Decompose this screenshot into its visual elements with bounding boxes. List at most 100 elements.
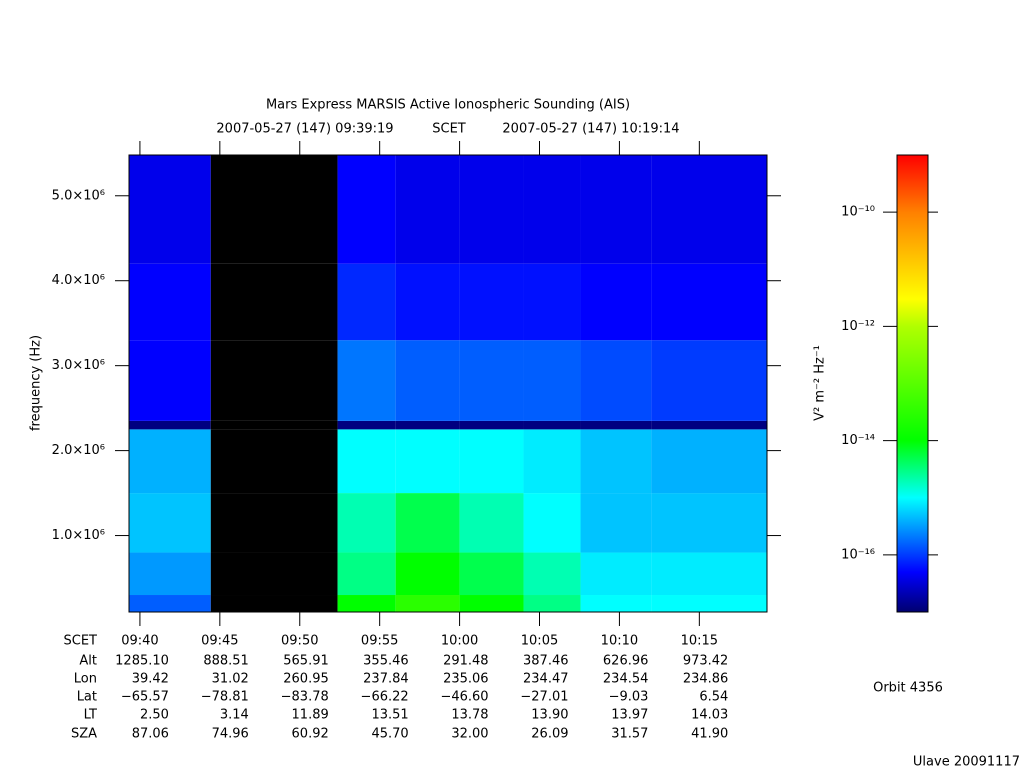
x-tick-label: 10:15 (681, 634, 718, 649)
heatmap-cell (459, 493, 524, 553)
ephemeris-value: 260.95 (283, 672, 329, 687)
x-tick-label: 10:00 (441, 634, 478, 649)
heatmap-cell (523, 552, 581, 596)
heatmap-cell (337, 493, 396, 553)
data-gap (210, 493, 338, 553)
data-gap (210, 552, 338, 596)
colorbar-tick-label: 10⁻¹⁴ (841, 433, 875, 448)
ephemeris-value: 13.51 (371, 708, 408, 723)
ephemeris-label: Lat (77, 690, 97, 705)
x-tick-label: 09:45 (201, 634, 238, 649)
ephemeris-value: 31.02 (212, 672, 249, 687)
heatmap-cell (459, 552, 524, 596)
heatmap-cell (580, 595, 652, 612)
ephemeris-value: 234.47 (523, 672, 569, 687)
colorbar-tick-label: 10⁻¹⁰ (841, 205, 875, 220)
heatmap-cell (459, 155, 524, 264)
heatmap-cell (580, 155, 652, 264)
ephemeris-value: 237.84 (363, 672, 409, 687)
heatmap-cell (459, 340, 524, 421)
ephemeris-value: 14.03 (691, 708, 728, 723)
heatmap-cell (523, 493, 581, 553)
heatmap-cell (129, 552, 211, 596)
ephemeris-value: −66.22 (361, 690, 409, 705)
ephemeris-value: 291.48 (443, 654, 489, 669)
heatmap-cell (395, 429, 460, 494)
heatmap-cell (337, 429, 396, 494)
data-gap (210, 420, 338, 430)
heatmap-cell (129, 263, 211, 341)
heatmap-cell (337, 263, 396, 341)
plot-frame (128, 154, 768, 613)
y-tick-label: 5.0×10⁶ (52, 188, 105, 203)
heatmap-cell (129, 493, 211, 553)
heatmap-cell (580, 552, 652, 596)
heatmap-cell (651, 429, 767, 494)
data-gap (210, 429, 338, 494)
subtitle-end: 2007-05-27 (147) 10:19:14 (502, 122, 679, 137)
heatmap-cell (523, 429, 581, 494)
heatmap-cell (129, 595, 211, 612)
x-tick-label: 10:10 (601, 634, 638, 649)
heatmap-cell (523, 263, 581, 341)
ephemeris-value: 13.90 (531, 708, 568, 723)
colorbar-label: V² m⁻² Hz⁻¹ (813, 345, 828, 421)
y-tick-label: 2.0×10⁶ (52, 443, 105, 458)
heatmap-cell (395, 340, 460, 421)
ephemeris-value: 13.78 (451, 708, 488, 723)
ephemeris-label: SCET (64, 634, 98, 649)
orbit-label: Orbit 4356 (873, 681, 943, 696)
ephemeris-value: −78.81 (201, 690, 249, 705)
ephemeris-value: 26.09 (531, 727, 568, 742)
data-gap (210, 340, 338, 421)
heatmap-cell (337, 420, 396, 430)
heatmap-cell (337, 155, 396, 264)
heatmap-cell (523, 595, 581, 612)
heatmap-cell (395, 493, 460, 553)
heatmap-cell (523, 420, 581, 430)
heatmap-cell (580, 429, 652, 494)
chart-title: Mars Express MARSIS Active Ionospheric S… (266, 98, 630, 113)
y-axis-label: frequency (Hz) (29, 335, 44, 431)
heatmap-cell (337, 595, 396, 612)
heatmap-cell (395, 552, 460, 596)
heatmap-cell (459, 595, 524, 612)
ephemeris-value: 41.90 (691, 727, 728, 742)
heatmap-cell (395, 263, 460, 341)
ephemeris-value: 888.51 (203, 654, 249, 669)
ephemeris-value: 74.96 (212, 727, 249, 742)
ephemeris-label: SZA (71, 727, 97, 742)
heatmap-cell (459, 420, 524, 430)
ephemeris-value: −27.01 (520, 690, 568, 705)
ephemeris-value: 60.92 (292, 727, 329, 742)
subtitle-start: 2007-05-27 (147) 09:39:19 (216, 122, 393, 137)
ephemeris-value: 1285.10 (115, 654, 169, 669)
ephemeris-label: Alt (79, 654, 97, 669)
ephemeris-value: 6.54 (699, 690, 728, 705)
heatmap-cell (580, 340, 652, 421)
heatmap-cell (129, 429, 211, 494)
heatmap-cell (129, 420, 211, 430)
heatmap-cell (651, 263, 767, 341)
ephemeris-value: 32.00 (451, 727, 488, 742)
y-tick-label: 4.0×10⁶ (52, 273, 105, 288)
heatmap-cell (459, 429, 524, 494)
colorbar-tick-label: 10⁻¹² (841, 319, 875, 334)
heatmap-cell (395, 420, 460, 430)
ephemeris-value: 3.14 (220, 708, 249, 723)
data-gap (210, 155, 338, 264)
heatmap-cell (129, 340, 211, 421)
ephemeris-value: 355.46 (363, 654, 409, 669)
ephemeris-value: 11.89 (292, 708, 329, 723)
heatmap-cell (651, 595, 767, 612)
ephemeris-value: −83.78 (281, 690, 329, 705)
ephemeris-value: 973.42 (683, 654, 729, 669)
colorbar (896, 154, 929, 613)
ephemeris-value: 235.06 (443, 672, 489, 687)
ephemeris-value: 626.96 (603, 654, 649, 669)
heatmap-cell (459, 263, 524, 341)
ephemeris-value: −65.57 (121, 690, 169, 705)
data-gap (210, 263, 338, 341)
ephemeris-value: 2.50 (140, 708, 169, 723)
